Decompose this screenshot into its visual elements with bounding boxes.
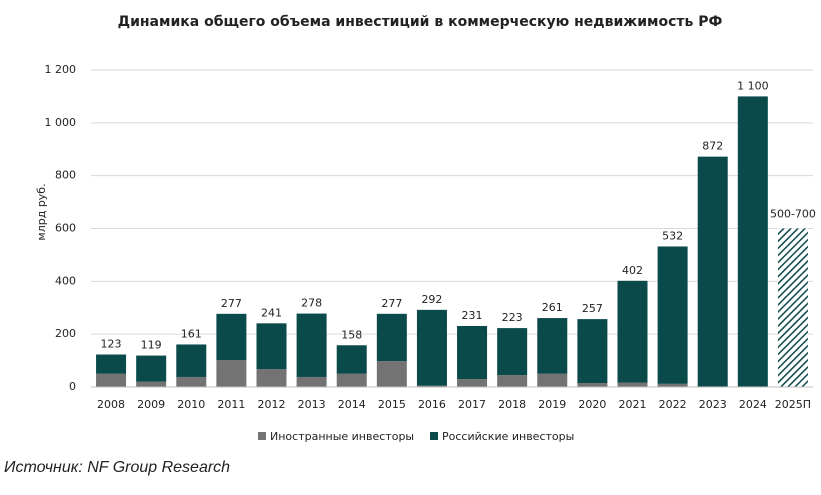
bar-segment bbox=[216, 313, 247, 361]
total-label: 158 bbox=[341, 328, 362, 341]
total-label: 231 bbox=[462, 309, 483, 322]
bar-segment bbox=[497, 375, 528, 387]
total-label: 402 bbox=[622, 264, 643, 277]
total-label: 872 bbox=[702, 140, 723, 153]
bar-segment bbox=[577, 383, 608, 387]
x-tick-label: 2013 bbox=[298, 398, 326, 411]
forecast-bar bbox=[777, 228, 808, 387]
bar-segment bbox=[617, 382, 648, 387]
total-label: 161 bbox=[181, 327, 202, 340]
bar-segment bbox=[136, 381, 167, 387]
bar-segment bbox=[376, 313, 407, 362]
y-tick-label: 600 bbox=[55, 222, 76, 235]
x-tick-label: 2012 bbox=[258, 398, 286, 411]
bar-segment bbox=[296, 313, 327, 377]
y-tick-label: 1 200 bbox=[45, 63, 77, 76]
bar-segment bbox=[416, 385, 447, 387]
bar-segment bbox=[457, 379, 488, 387]
x-tick-label: 2025П bbox=[775, 398, 811, 411]
bar-segment bbox=[697, 156, 728, 387]
bar-segment bbox=[216, 360, 247, 387]
bar-segment bbox=[96, 354, 127, 374]
bar-segment bbox=[96, 373, 127, 387]
bar-segment bbox=[577, 319, 608, 384]
x-tick-label: 2021 bbox=[619, 398, 647, 411]
total-label: 292 bbox=[421, 293, 442, 306]
bar-segment bbox=[296, 376, 327, 387]
x-tick-label: 2020 bbox=[578, 398, 606, 411]
x-tick-label: 2019 bbox=[538, 398, 566, 411]
y-tick-label: 200 bbox=[55, 327, 76, 340]
bar-segment bbox=[657, 383, 688, 387]
legend-label: Иностранные инвесторы bbox=[270, 430, 414, 443]
y-tick-label: 400 bbox=[55, 274, 76, 287]
total-label: 119 bbox=[141, 339, 162, 352]
bar-segment bbox=[176, 376, 207, 387]
total-label: 223 bbox=[502, 311, 523, 324]
x-tick-label: 2011 bbox=[217, 398, 245, 411]
bar-segment bbox=[737, 96, 768, 387]
bar-segment bbox=[537, 318, 568, 374]
bar-segment bbox=[176, 344, 207, 377]
total-label: 123 bbox=[101, 338, 122, 351]
x-tick-label: 2014 bbox=[338, 398, 366, 411]
chart-title: Динамика общего объема инвестиций в комм… bbox=[118, 14, 723, 30]
bar-segment bbox=[256, 323, 287, 370]
total-label: 241 bbox=[261, 306, 282, 319]
x-tick-label: 2018 bbox=[498, 398, 526, 411]
bar-segment bbox=[376, 361, 407, 387]
total-label: 277 bbox=[381, 297, 402, 310]
x-tick-label: 2024 bbox=[739, 398, 767, 411]
x-tick-label: 2015 bbox=[378, 398, 406, 411]
bar-segment bbox=[537, 373, 568, 387]
x-tick-label: 2017 bbox=[458, 398, 486, 411]
legend-swatch bbox=[430, 432, 438, 440]
y-axis-label: млрд руб. bbox=[35, 183, 48, 240]
x-tick-label: 2023 bbox=[699, 398, 727, 411]
x-tick-label: 2010 bbox=[177, 398, 205, 411]
source: Источник: NF Group Research bbox=[4, 459, 230, 476]
bar-segment bbox=[416, 309, 447, 386]
total-label: 278 bbox=[301, 297, 322, 310]
y-tick-label: 1 000 bbox=[45, 116, 77, 129]
x-tick-label: 2008 bbox=[97, 398, 125, 411]
x-tick-label: 2022 bbox=[659, 398, 687, 411]
forecast-label: 500-700 bbox=[770, 208, 816, 221]
bar-segment bbox=[657, 246, 688, 384]
total-label: 532 bbox=[662, 229, 683, 242]
x-tick-label: 2016 bbox=[418, 398, 446, 411]
legend-label: Российские инвесторы bbox=[442, 430, 574, 443]
legend-swatch bbox=[258, 432, 266, 440]
total-label: 257 bbox=[582, 302, 603, 315]
bar-segment bbox=[336, 373, 367, 387]
bar-segment bbox=[336, 345, 367, 374]
y-tick-label: 0 bbox=[69, 380, 76, 393]
bar-segment bbox=[497, 328, 528, 376]
y-tick-label: 800 bbox=[55, 169, 76, 182]
bar-segment bbox=[457, 325, 488, 380]
total-label: 1 100 bbox=[737, 79, 769, 92]
total-label: 261 bbox=[542, 301, 563, 314]
bar-segment bbox=[617, 280, 648, 383]
total-label: 277 bbox=[221, 297, 242, 310]
bar-segment bbox=[256, 369, 287, 387]
x-tick-label: 2009 bbox=[137, 398, 165, 411]
bar-segment bbox=[136, 355, 167, 382]
